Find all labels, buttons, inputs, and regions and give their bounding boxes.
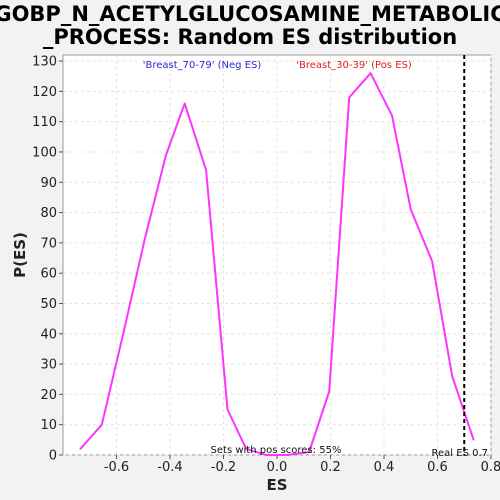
- y-tick-label: 80: [40, 206, 57, 221]
- es-data-point: [369, 72, 372, 74]
- es-data-point: [328, 390, 330, 393]
- es-data-point: [286, 454, 289, 456]
- es-data-point: [143, 239, 146, 241]
- y-tick-label: 20: [40, 388, 57, 403]
- chart-title-line-2: _PROCESS: Random ES distribution: [43, 25, 457, 49]
- y-tick-label: 100: [32, 145, 57, 160]
- es-data-point: [451, 375, 454, 378]
- series-layer: [79, 72, 475, 456]
- y-tick-label: 60: [40, 267, 57, 282]
- es-data-point: [308, 451, 310, 453]
- es-data-point: [79, 448, 82, 450]
- y-tick-label: 50: [40, 297, 57, 312]
- es-data-point: [205, 169, 207, 171]
- x-tick-label: -0.6: [104, 460, 129, 475]
- es-data-point: [122, 332, 124, 335]
- x-tick-label: 0.4: [374, 460, 395, 475]
- x-tick-label: -0.2: [211, 460, 236, 475]
- real-es-label: Real ES 0.7: [432, 448, 488, 459]
- y-tick-label: 10: [40, 418, 57, 433]
- pos-scores-annotation: Sets with pos scores: 55%: [211, 445, 342, 456]
- es-data-point: [265, 454, 268, 456]
- es-data-point: [226, 408, 229, 411]
- y-tick-label: 90: [40, 176, 57, 191]
- y-tick-label: 120: [32, 85, 57, 100]
- gridlines: [63, 55, 492, 456]
- x-axis-label: ES: [266, 476, 287, 494]
- y-tick-label: 40: [40, 327, 57, 342]
- es-data-point: [391, 114, 393, 117]
- es-data-point: [165, 154, 167, 156]
- es-data-point: [472, 439, 475, 441]
- x-tick-label: 0.0: [267, 460, 288, 475]
- x-tick-label: 0.8: [481, 460, 500, 475]
- es-data-point: [183, 102, 186, 105]
- chart-title-line-1: GOBP_N_ACETYLGLUCOSAMINE_METABOLIC: [0, 2, 500, 26]
- x-tick-label: 0.2: [320, 460, 341, 475]
- y-tick-label: 30: [40, 358, 57, 373]
- y-axis-ticks: 0 10 20 30 40 50 60 70 80 90 100 110 120 130: [32, 55, 63, 464]
- es-data-point: [245, 448, 248, 450]
- y-tick-label: 130: [32, 55, 57, 70]
- x-tick-label: 0.6: [427, 460, 448, 475]
- y-tick-label: 70: [40, 236, 57, 251]
- legend-neg-es-label: 'Breast_70-79' (Neg ES): [143, 60, 262, 71]
- es-data-point: [100, 423, 103, 426]
- y-tick-label: 0: [49, 449, 57, 464]
- x-axis-ticks: -0.6 -0.4 -0.2 0.0 0.2 0.4 0.6 0.8: [104, 455, 500, 475]
- es-data-point: [409, 208, 412, 211]
- es-distribution-line: [79, 72, 475, 456]
- y-tick-label: 110: [32, 115, 57, 130]
- legend-pos-es-label: 'Breast_30-39' (Pos ES): [296, 60, 412, 71]
- es-data-point: [348, 96, 351, 99]
- es-data-point: [431, 260, 433, 262]
- x-tick-label: -0.4: [157, 460, 182, 475]
- y-axis-label: P(ES): [11, 232, 29, 278]
